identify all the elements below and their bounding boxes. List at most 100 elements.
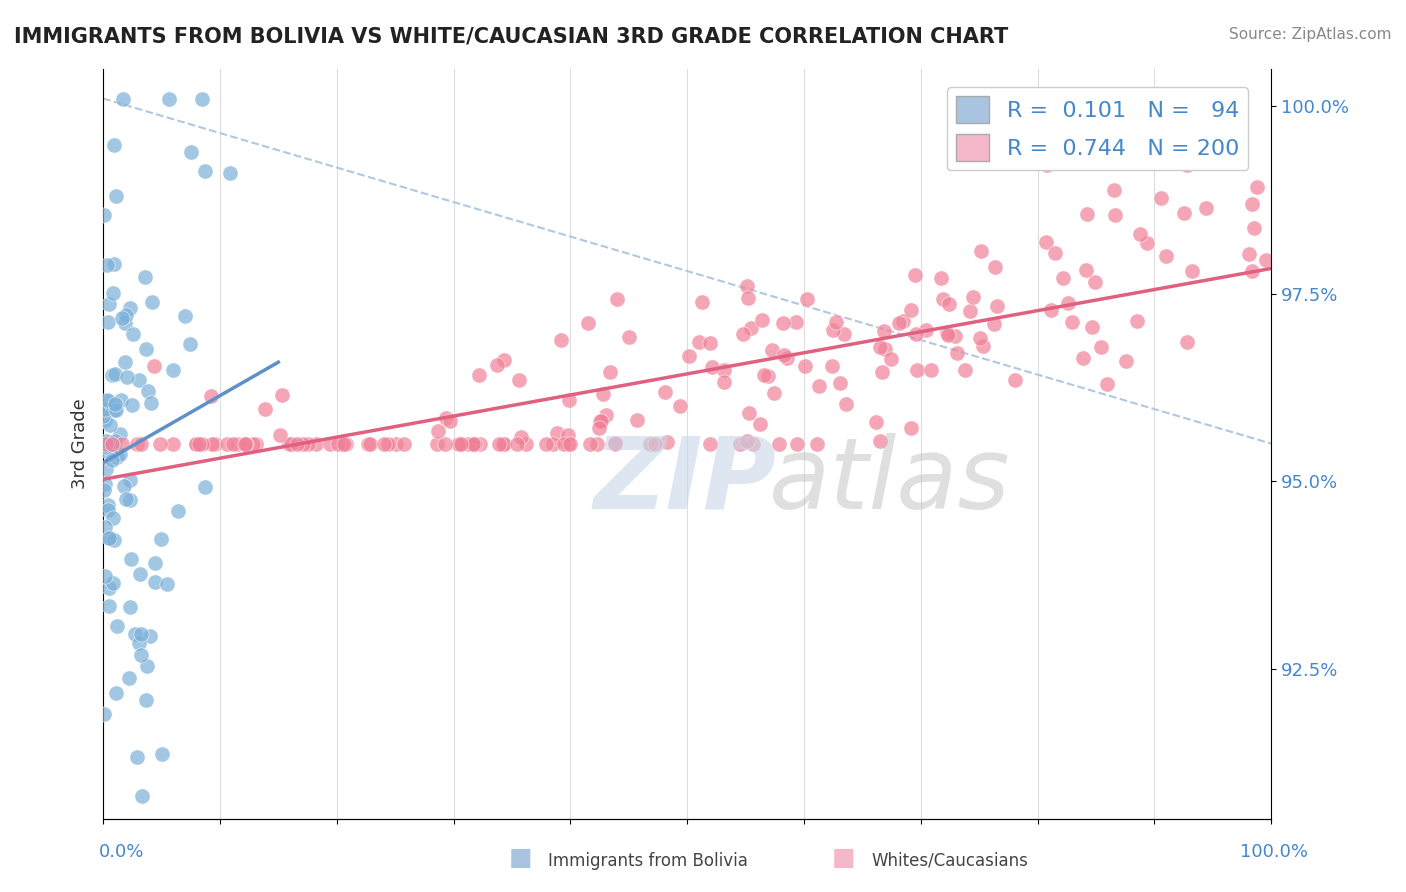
Point: [98, 599, 121, 613]
Point: [280, 436, 302, 450]
Point: [104, 434, 127, 448]
Point: [905, 362, 928, 376]
Point: [97, 499, 120, 513]
Point: [377, 436, 399, 450]
Point: [93, 706, 115, 721]
Point: [103, 511, 125, 525]
Point: [105, 403, 128, 417]
Point: [900, 302, 922, 317]
Point: [97, 581, 120, 595]
Point: [96, 440, 118, 454]
Point: [233, 436, 256, 450]
Point: [103, 257, 125, 271]
Point: [162, 436, 184, 450]
Point: [692, 295, 714, 310]
Point: [94, 477, 117, 491]
Point: [271, 388, 294, 402]
Point: [605, 436, 627, 450]
Point: [110, 392, 132, 407]
Point: [1073, 351, 1095, 366]
Point: [873, 342, 896, 356]
Point: [114, 316, 136, 330]
Point: [1104, 208, 1126, 222]
Point: [550, 333, 572, 347]
Point: [111, 311, 134, 326]
Point: [162, 363, 184, 377]
Point: [832, 327, 855, 342]
Point: [134, 269, 156, 284]
Point: [107, 619, 129, 633]
Point: [97, 434, 120, 449]
Point: [253, 401, 276, 416]
Point: [121, 326, 143, 341]
Point: [534, 436, 557, 450]
Point: [200, 388, 222, 402]
Point: [129, 436, 152, 450]
Point: [143, 556, 166, 570]
Text: Source: ZipAtlas.com: Source: ZipAtlas.com: [1229, 27, 1392, 42]
Point: [1243, 221, 1265, 235]
Point: [135, 658, 157, 673]
Point: [865, 415, 887, 429]
Point: [98, 297, 121, 311]
Point: [869, 340, 891, 354]
Point: [891, 314, 914, 328]
Point: [595, 408, 617, 422]
Point: [277, 436, 299, 450]
Point: [905, 326, 928, 341]
Point: [506, 436, 529, 450]
Point: [291, 436, 314, 450]
Point: [508, 373, 530, 387]
Point: [1076, 262, 1098, 277]
Point: [1040, 303, 1063, 318]
Point: [688, 335, 710, 350]
Point: [115, 309, 138, 323]
Point: [761, 343, 783, 357]
Point: [103, 137, 125, 152]
Point: [98, 447, 121, 461]
Text: 0.0%: 0.0%: [98, 843, 143, 861]
Point: [118, 473, 141, 487]
Point: [194, 163, 217, 178]
Point: [728, 436, 751, 450]
Point: [904, 268, 927, 283]
Point: [776, 351, 799, 366]
Point: [740, 321, 762, 335]
Point: [103, 403, 125, 417]
Point: [713, 375, 735, 389]
Point: [97, 315, 120, 329]
Point: [118, 600, 141, 615]
Point: [98, 417, 121, 432]
Point: [970, 244, 993, 258]
Point: [118, 301, 141, 316]
Point: [439, 414, 461, 428]
Point: [392, 436, 415, 450]
Point: [215, 436, 238, 450]
Point: [603, 435, 626, 450]
Point: [184, 436, 207, 450]
Point: [592, 387, 614, 401]
Point: [222, 436, 245, 450]
Point: [297, 436, 319, 450]
Point: [143, 574, 166, 589]
Point: [124, 627, 146, 641]
Point: [558, 436, 581, 450]
Point: [179, 336, 201, 351]
Point: [118, 671, 141, 685]
Point: [96, 392, 118, 407]
Point: [447, 436, 470, 450]
Point: [557, 427, 579, 442]
Point: [873, 324, 896, 338]
Point: [699, 436, 721, 450]
Point: [104, 367, 127, 381]
Point: [184, 436, 207, 450]
Point: [120, 493, 142, 508]
Point: [180, 145, 202, 159]
Point: [768, 436, 790, 450]
Point: [384, 436, 406, 450]
Point: [328, 436, 350, 450]
Point: [737, 291, 759, 305]
Point: [1237, 246, 1260, 260]
Point: [115, 370, 138, 384]
Point: [557, 436, 579, 450]
